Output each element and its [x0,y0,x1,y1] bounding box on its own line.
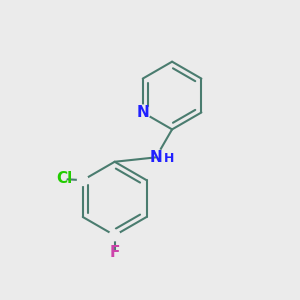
Text: Cl: Cl [56,171,72,186]
Circle shape [135,105,150,120]
Circle shape [148,149,164,166]
Circle shape [110,230,120,241]
Text: F: F [110,245,120,260]
Text: N: N [149,150,162,165]
Text: H: H [164,152,175,165]
Text: N: N [136,105,149,120]
Circle shape [77,175,88,185]
